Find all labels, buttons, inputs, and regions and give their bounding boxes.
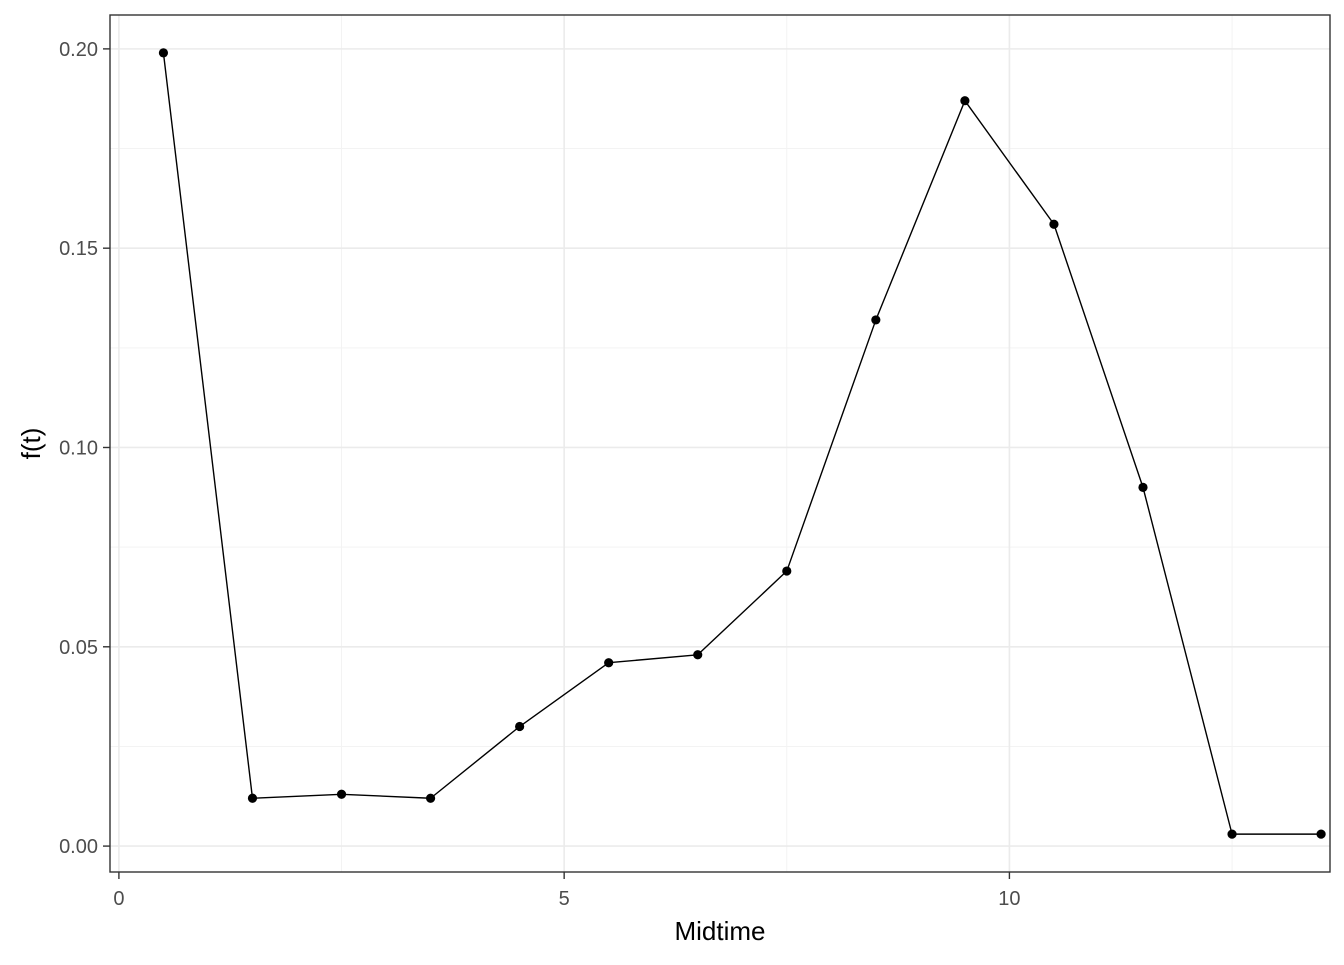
series-line [162,52,1322,835]
data-point [960,96,970,106]
y-axis-title: f(t) [16,428,46,460]
panel-border [109,14,1331,873]
minor-gridlines [110,15,1330,872]
y-axis: 0.00 0.05 0.10 0.15 0.20 [59,39,110,858]
data-point [604,658,614,668]
data-point [515,721,525,732]
data-point [1227,829,1237,839]
y-tick-label: 0.15 [59,238,98,260]
x-tick-label: 0 [113,888,124,910]
x-axis: 0 5 10 [113,872,1021,910]
y-tick-label: 0.05 [59,637,98,659]
series-layer [158,48,1326,839]
data-point [425,793,436,803]
data-point [336,789,347,799]
data-point [158,48,169,58]
data-point [1049,219,1059,229]
data-point [1138,482,1148,492]
x-axis-title: Midtime [674,916,765,946]
data-point [247,793,258,803]
data-point [871,315,881,325]
data-point [1316,829,1326,839]
x-tick-label: 10 [998,888,1020,910]
y-tick-label: 0.00 [59,836,98,858]
y-tick-label: 0.10 [59,437,98,459]
data-point [693,650,703,660]
data-point [782,566,792,576]
y-tick-label: 0.20 [59,39,98,61]
major-gridlines [110,15,1330,872]
x-tick-label: 5 [559,888,570,910]
